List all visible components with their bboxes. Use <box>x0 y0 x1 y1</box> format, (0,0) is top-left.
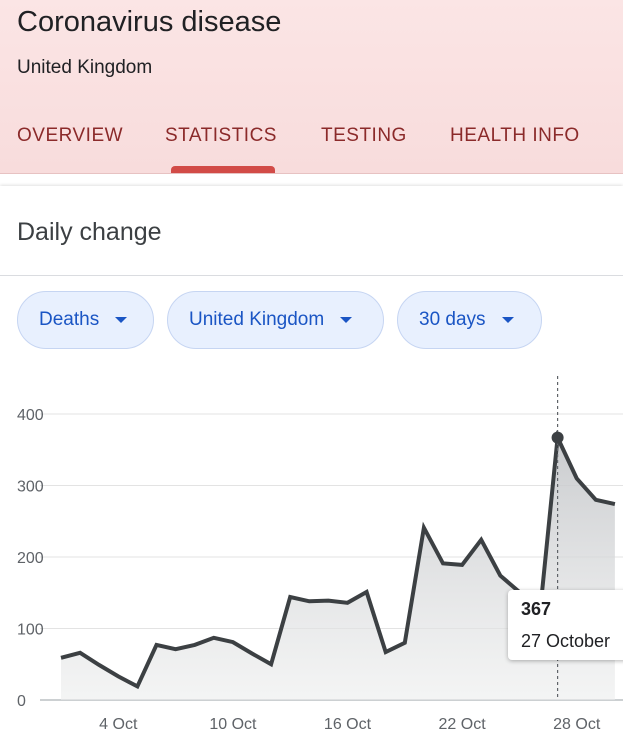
tooltip-value: 367 <box>521 599 552 619</box>
region-dropdown[interactable]: United Kingdom <box>167 291 384 349</box>
dropdown-arrow-icon <box>501 317 514 323</box>
x-tick-label: 28 Oct <box>553 716 601 733</box>
region-dropdown-label: United Kingdom <box>189 309 325 330</box>
active-tab-indicator <box>171 166 275 173</box>
highlight-point[interactable] <box>551 431 564 444</box>
tab-overview[interactable]: OVERVIEW <box>17 125 124 146</box>
x-tick-label: 22 Oct <box>439 716 487 733</box>
tooltip-date: 27 October <box>521 631 611 651</box>
x-tick-label: 4 Oct <box>99 716 138 733</box>
y-tick-label: 200 <box>17 550 44 567</box>
card-title: Daily change <box>17 218 162 246</box>
tab-health-info[interactable]: HEALTH INFO <box>450 125 580 146</box>
tab-statistics[interactable]: STATISTICS <box>165 125 277 146</box>
series-area <box>61 437 615 700</box>
app-header: Coronavirus disease United Kingdom OVERV… <box>0 0 623 174</box>
x-tick-label: 10 Oct <box>209 716 257 733</box>
y-tick-label: 400 <box>17 407 44 424</box>
metric-dropdown-label: Deaths <box>39 309 100 330</box>
period-dropdown-label: 30 days <box>419 309 486 330</box>
metric-dropdown[interactable]: Deaths <box>17 291 154 349</box>
page-title: Coronavirus disease <box>17 6 282 38</box>
y-tick-label: 100 <box>17 622 44 639</box>
location-subtitle: United Kingdom <box>17 57 153 78</box>
dropdown-arrow-icon <box>115 317 128 323</box>
data-tooltip: 367 27 October <box>508 590 623 660</box>
dropdown-arrow-icon <box>340 317 353 323</box>
y-tick-label: 300 <box>17 479 44 496</box>
y-tick-label: 0 <box>17 693 26 710</box>
x-tick-label: 16 Oct <box>324 716 372 733</box>
period-dropdown[interactable]: 30 days <box>397 291 542 349</box>
tab-testing[interactable]: TESTING <box>321 125 407 146</box>
divider <box>0 275 623 276</box>
